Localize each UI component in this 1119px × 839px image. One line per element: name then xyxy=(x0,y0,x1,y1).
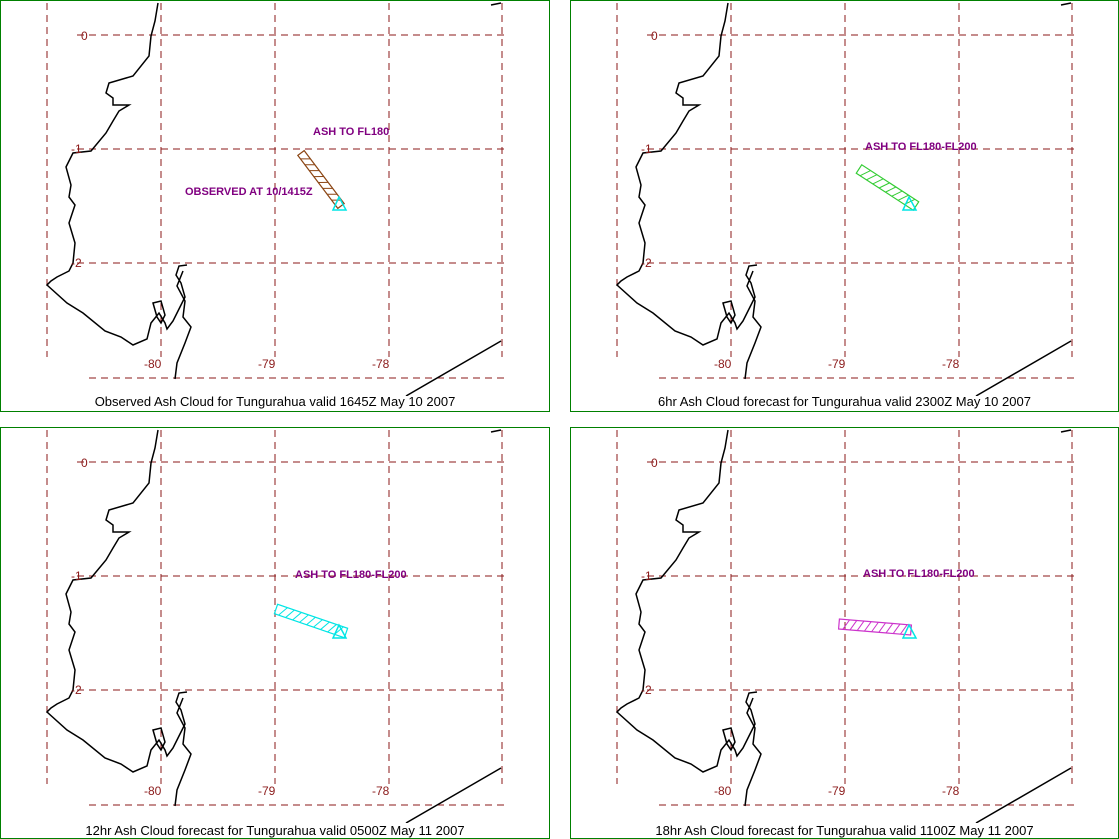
lon-label-0: -80 xyxy=(714,357,732,371)
coastline-inner xyxy=(174,697,192,807)
lat-label-0: 0 xyxy=(81,29,88,43)
map-panel-18hr: 0 -1 -2 -80 -79 -78 ASH TO FL180-FL200 18hr As… xyxy=(570,427,1119,839)
border-line-top xyxy=(490,429,502,433)
ash-annotation-0: ASH TO FL180-FL200 xyxy=(863,568,975,580)
lon-label-0: -80 xyxy=(144,357,162,371)
border-line-top xyxy=(1060,2,1072,6)
ash-annotation-0: ASH TO FL180 xyxy=(313,126,389,138)
map-canvas: 0 -1 -2 -80 -79 -78 ASH TO FL180-FL200 xyxy=(45,429,505,823)
lat-label-1: -1 xyxy=(71,569,82,583)
triangle-marker-icon xyxy=(901,195,918,211)
lon-label-1: -79 xyxy=(828,784,846,798)
lat-label-2: -2 xyxy=(641,256,652,270)
ash-cloud-polygon xyxy=(855,163,920,212)
lat-label-1: -1 xyxy=(641,569,652,583)
coastline-inner xyxy=(744,270,762,380)
lon-label-1: -79 xyxy=(258,357,276,371)
estuary-outline xyxy=(722,300,736,325)
lon-label-1: -79 xyxy=(828,357,846,371)
border-line-top xyxy=(1060,429,1072,433)
coastline-inner xyxy=(744,697,762,807)
map-panel-12hr: 0 -1 -2 -80 -79 -78 ASH TO FL180-FL200 12hr As… xyxy=(0,427,550,839)
ash-cloud-polygon xyxy=(296,149,346,210)
ash-annotation-0: ASH TO FL180-FL200 xyxy=(295,569,407,581)
lon-label-1: -79 xyxy=(258,784,276,798)
lon-label-2: -78 xyxy=(942,784,960,798)
lat-label-2: -2 xyxy=(71,256,82,270)
estuary-outline xyxy=(152,727,166,752)
ash-cloud-polygon xyxy=(273,603,349,639)
coastline xyxy=(45,429,188,773)
lon-label-2: -78 xyxy=(372,357,390,371)
coastline-inner xyxy=(174,270,192,380)
map-canvas: 0 -1 -2 -80 -79 -78 ASH TO FL180 OBSERVED AT 10… xyxy=(45,2,505,396)
ash-cloud-polygon xyxy=(837,618,913,636)
triangle-marker-icon xyxy=(901,623,918,639)
map-canvas: 0 -1 -2 -80 -79 -78 ASH TO FL180-FL200 xyxy=(615,429,1075,823)
estuary-outline xyxy=(722,727,736,752)
panel-caption: Observed Ash Cloud for Tungurahua valid … xyxy=(94,394,456,409)
lon-label-2: -78 xyxy=(372,784,390,798)
coastline xyxy=(45,2,188,346)
lon-label-0: -80 xyxy=(714,784,732,798)
ash-annotation-1: OBSERVED AT 10/1415Z xyxy=(185,186,313,198)
border-line xyxy=(405,340,502,396)
lon-label-2: -78 xyxy=(942,357,960,371)
estuary-outline xyxy=(152,300,166,325)
lat-label-2: -2 xyxy=(641,683,652,697)
border-line-top xyxy=(490,2,502,6)
triangle-marker-icon xyxy=(331,623,348,639)
map-panel-observed: 0 -1 -2 -80 -79 -78 ASH TO FL180 OBSERVED AT 10… xyxy=(0,0,550,412)
lat-label-0: 0 xyxy=(651,456,658,470)
ash-annotation-0: ASH TO FL180-FL200 xyxy=(865,141,977,153)
map-canvas: 0 -1 -2 -80 -79 -78 ASH TO FL180-FL200 xyxy=(615,2,1075,396)
lat-label-0: 0 xyxy=(651,29,658,43)
coastline xyxy=(615,2,758,346)
border-line xyxy=(975,767,1072,823)
panel-caption: 12hr Ash Cloud forecast for Tungurahua v… xyxy=(85,823,465,838)
lat-label-1: -1 xyxy=(71,142,82,156)
lat-label-2: -2 xyxy=(71,683,82,697)
border-line xyxy=(405,767,502,823)
panel-caption: 18hr Ash Cloud forecast for Tungurahua v… xyxy=(655,823,1034,838)
triangle-marker-icon xyxy=(331,195,348,211)
coastline xyxy=(615,429,758,773)
panel-caption: 6hr Ash Cloud forecast for Tungurahua va… xyxy=(658,394,1031,409)
border-line xyxy=(975,340,1072,396)
map-panel-6hr: 0 -1 -2 -80 -79 -78 ASH TO FL180-FL200 6hr Ash… xyxy=(570,0,1119,412)
lon-label-0: -80 xyxy=(144,784,162,798)
lat-label-0: 0 xyxy=(81,456,88,470)
lat-label-1: -1 xyxy=(641,142,652,156)
